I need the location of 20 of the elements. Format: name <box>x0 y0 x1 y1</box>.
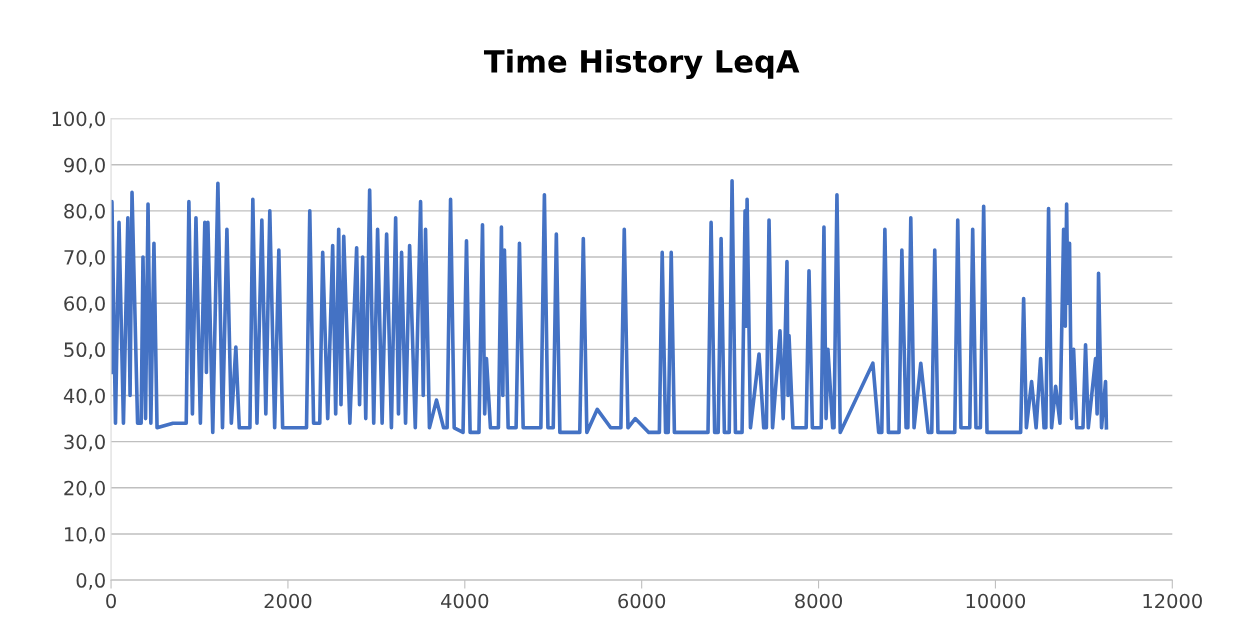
y-tick-label: 20,0 <box>64 480 105 498</box>
y-tick-label: 50,0 <box>64 342 105 359</box>
x-tick-label: 4000 <box>441 593 489 609</box>
y-tick-label: 0,0 <box>76 573 105 590</box>
y-tick-label: 80,0 <box>64 203 105 221</box>
line-series <box>111 179 1109 435</box>
y-tick-label: 30,0 <box>64 434 105 452</box>
y-tick-label: 60,0 <box>64 296 105 313</box>
chart-title: Time History LeqA <box>483 49 800 80</box>
y-tick-label: 40,0 <box>63 388 105 406</box>
y-tick-label: 10,0 <box>65 526 105 544</box>
x-tick-label: 2000 <box>264 593 312 609</box>
x-tick-label: 8000 <box>795 593 842 609</box>
x-tick-label: 10000 <box>966 593 1026 609</box>
x-tick-label: 0 <box>106 593 116 609</box>
y-tick-label: 90,0 <box>64 157 105 175</box>
x-tick-label: 6000 <box>618 593 666 609</box>
y-tick-label: 70,0 <box>64 250 105 267</box>
x-tick-label: 12000 <box>1143 593 1202 609</box>
y-tick-label: 100,0 <box>52 111 105 129</box>
